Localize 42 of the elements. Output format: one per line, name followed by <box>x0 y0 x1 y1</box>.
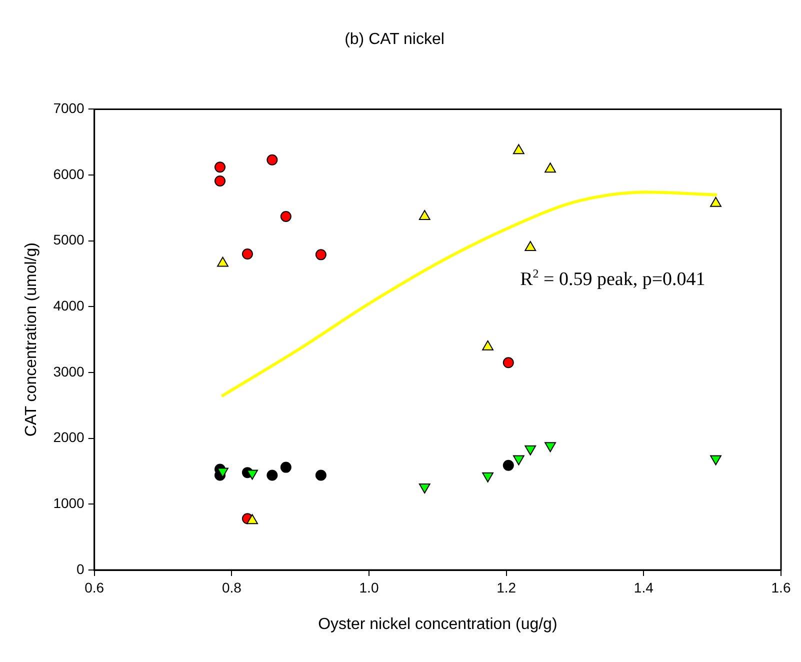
y-tick-label: 3000 <box>53 363 85 380</box>
point <box>482 472 494 482</box>
x-axis-title: Oyster nickel concentration (ug/g) <box>318 616 558 633</box>
point <box>280 211 292 222</box>
point <box>246 470 258 480</box>
point <box>544 162 556 173</box>
y-tick-label: 2000 <box>53 429 85 446</box>
point <box>513 455 524 466</box>
point <box>315 249 326 260</box>
point <box>217 256 228 267</box>
point <box>524 240 536 251</box>
x-tick-label: 1.0 <box>359 579 379 596</box>
x-tick-label: 0.8 <box>222 579 242 596</box>
y-tick-label: 7000 <box>53 100 85 116</box>
point <box>544 442 556 452</box>
point <box>502 460 514 471</box>
point <box>710 196 722 207</box>
point <box>280 462 292 473</box>
point <box>266 470 278 481</box>
point <box>266 154 278 166</box>
y-tick-label: 0 <box>76 560 85 577</box>
point <box>710 455 722 466</box>
point <box>214 162 226 173</box>
y-tick-label: 5000 <box>53 232 85 248</box>
point <box>242 248 253 260</box>
y-tick-label: 6000 <box>53 166 85 182</box>
point <box>418 484 430 494</box>
x-tick-label: 1.4 <box>634 579 654 596</box>
x-tick-label: 1.6 <box>771 579 791 596</box>
y-tick-label: 1000 <box>53 495 85 512</box>
point <box>418 210 430 220</box>
point <box>524 445 536 456</box>
point <box>217 468 228 478</box>
point <box>502 357 514 368</box>
y-axis-title: CAT concentration (umol/g) <box>23 242 40 437</box>
point <box>513 144 524 154</box>
x-tick-label: 0.6 <box>84 579 104 596</box>
y-tick-label: 4000 <box>53 298 85 314</box>
x-tick-label: 1.2 <box>496 579 516 596</box>
point <box>214 175 226 186</box>
chart-title: (b) CAT nickel <box>344 31 444 48</box>
point <box>315 470 326 481</box>
